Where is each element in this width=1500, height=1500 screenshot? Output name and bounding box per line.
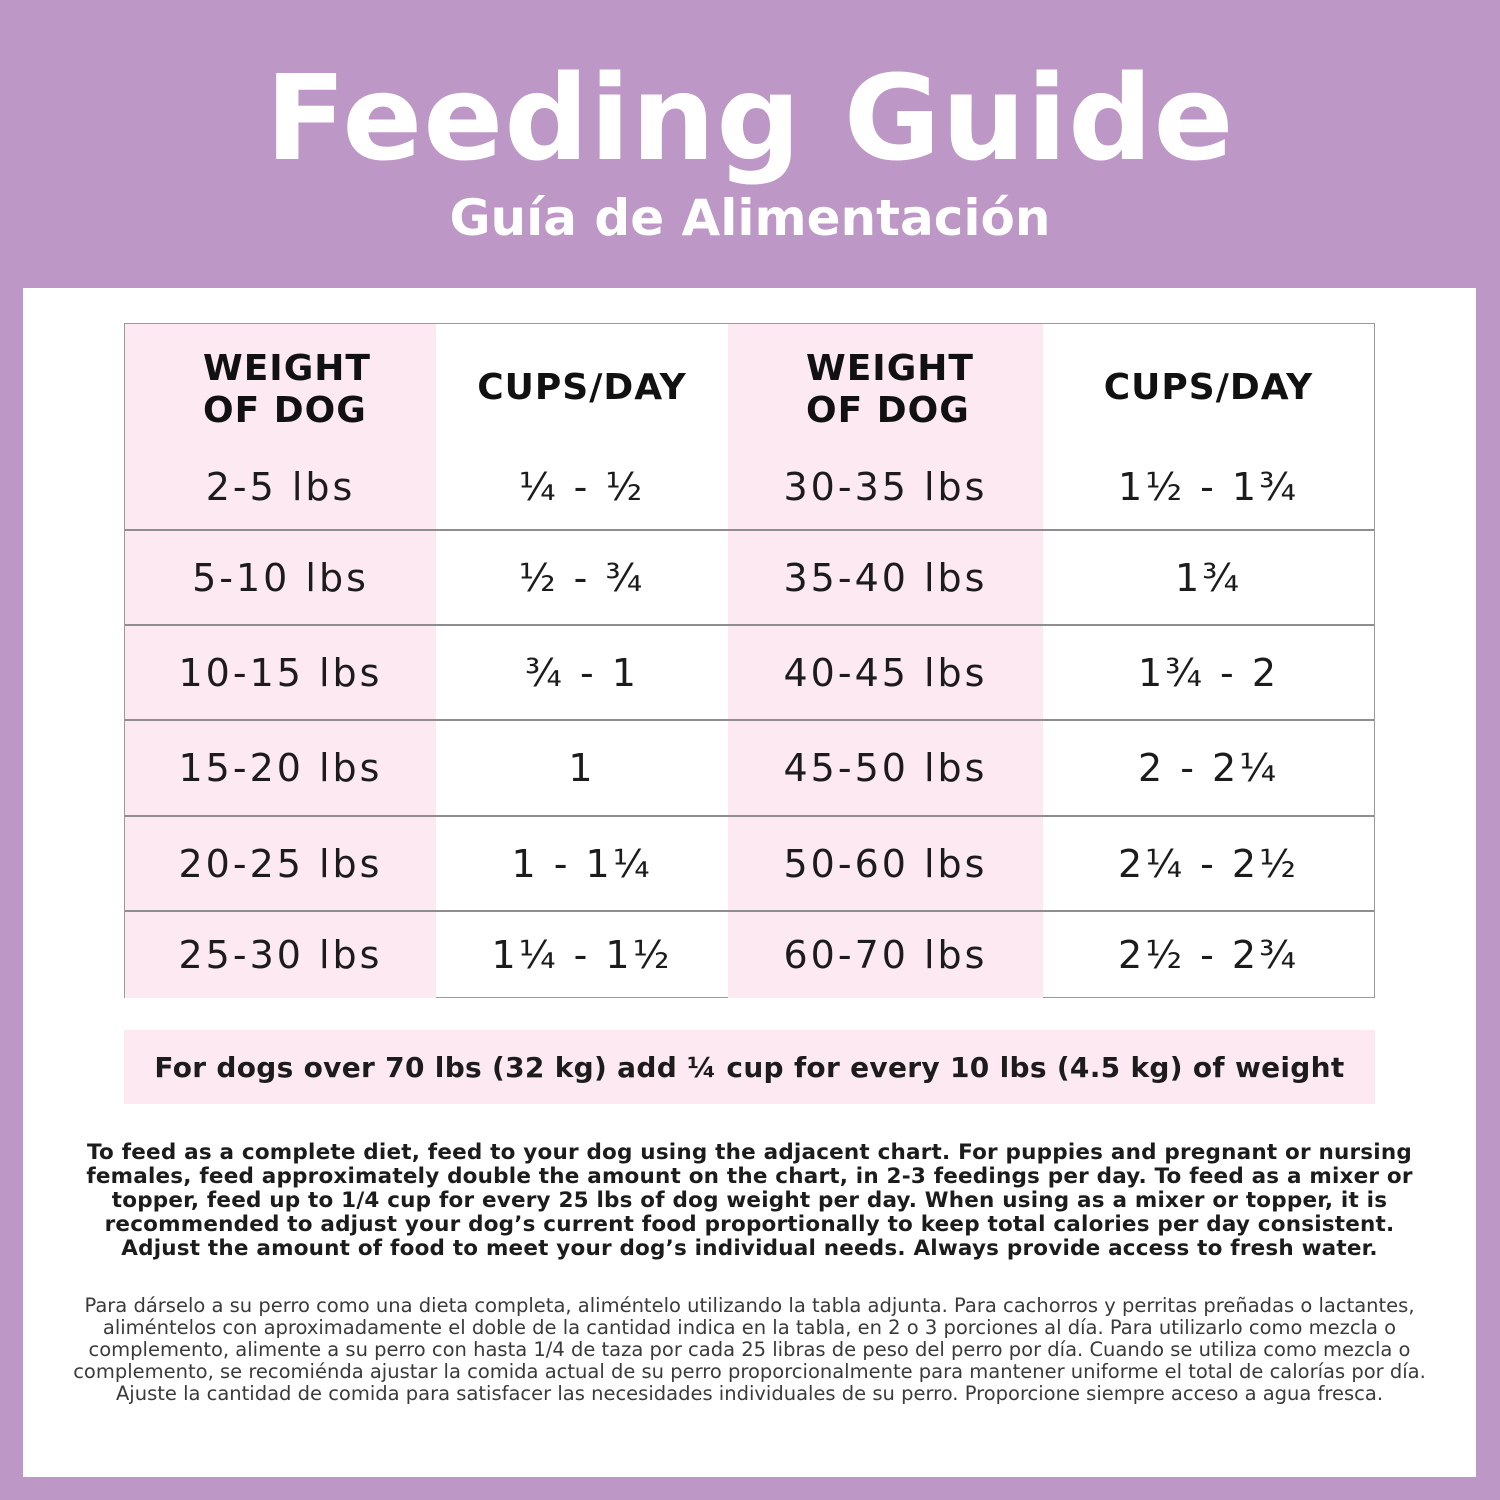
table-cell: 5-10 lbs [125,529,436,624]
table-cell: 1 - 1¼ [436,815,728,910]
instructions-english: To feed as a complete diet, feed to your… [86,1140,1413,1261]
table-cell-cups-header-2: CUPS/DAY 1½ - 1¾ [1043,324,1374,529]
table-cell-weight-header: WEIGHT OF DOG 2-5 lbs [125,324,436,529]
table-cell: ¾ - 1 [436,624,728,719]
table-cell: 60-70 lbs [728,910,1043,998]
table-cell: 1¼ - 1½ [436,910,728,998]
table-cell: ½ - ¾ [436,529,728,624]
content-panel: WEIGHT OF DOG 2-5 lbs CUPS/DAY ¼ - ½ WEI… [23,288,1476,1477]
over-70-lbs-note: For dogs over 70 lbs (32 kg) add ¼ cup f… [124,1030,1375,1104]
page-subtitle: Guía de Alimentación [449,189,1051,247]
table-cell: 45-50 lbs [728,719,1043,815]
table-cell: 1¾ - 2 [1043,624,1374,719]
table-cell: 20-25 lbs [125,815,436,910]
table-cell: 1¾ [1043,529,1374,624]
instructions-spanish: Para dárselo a su perro como una dieta c… [73,1294,1426,1405]
table-cell: 50-60 lbs [728,815,1043,910]
header-weight-line2-2: OF DOG [806,390,970,431]
table-cell: 1½ - 1¾ [1118,464,1299,509]
table-cell: 10-15 lbs [125,624,436,719]
table-cell: 15-20 lbs [125,719,436,815]
table-cell: 25-30 lbs [125,910,436,998]
table-cell: 2 - 2¼ [1043,719,1374,815]
table-cell: 1 [436,719,728,815]
table-cell: 40-45 lbs [728,624,1043,719]
table-cell: 30-35 lbs [783,464,988,509]
table-cell-cups-header: CUPS/DAY ¼ - ½ [436,324,728,529]
header-weight-line1: WEIGHT [203,348,371,389]
page-title: Feeding Guide [265,49,1235,187]
table-cell: ¼ - ½ [518,464,646,509]
table-cell: 2½ - 2¾ [1043,910,1374,998]
header-cups: CUPS/DAY [477,367,687,408]
header-weight-line2: OF DOG [203,390,367,431]
feeding-table: WEIGHT OF DOG 2-5 lbs CUPS/DAY ¼ - ½ WEI… [124,323,1375,998]
header-weight-line1-2: WEIGHT [806,348,974,389]
table-cell: 2¼ - 2½ [1043,815,1374,910]
table-cell: 2-5 lbs [205,464,356,509]
table-cell: 35-40 lbs [728,529,1043,624]
header-cups-2: CUPS/DAY [1103,367,1314,408]
table-cell-weight-header-2: WEIGHT OF DOG 30-35 lbs [728,324,1043,529]
